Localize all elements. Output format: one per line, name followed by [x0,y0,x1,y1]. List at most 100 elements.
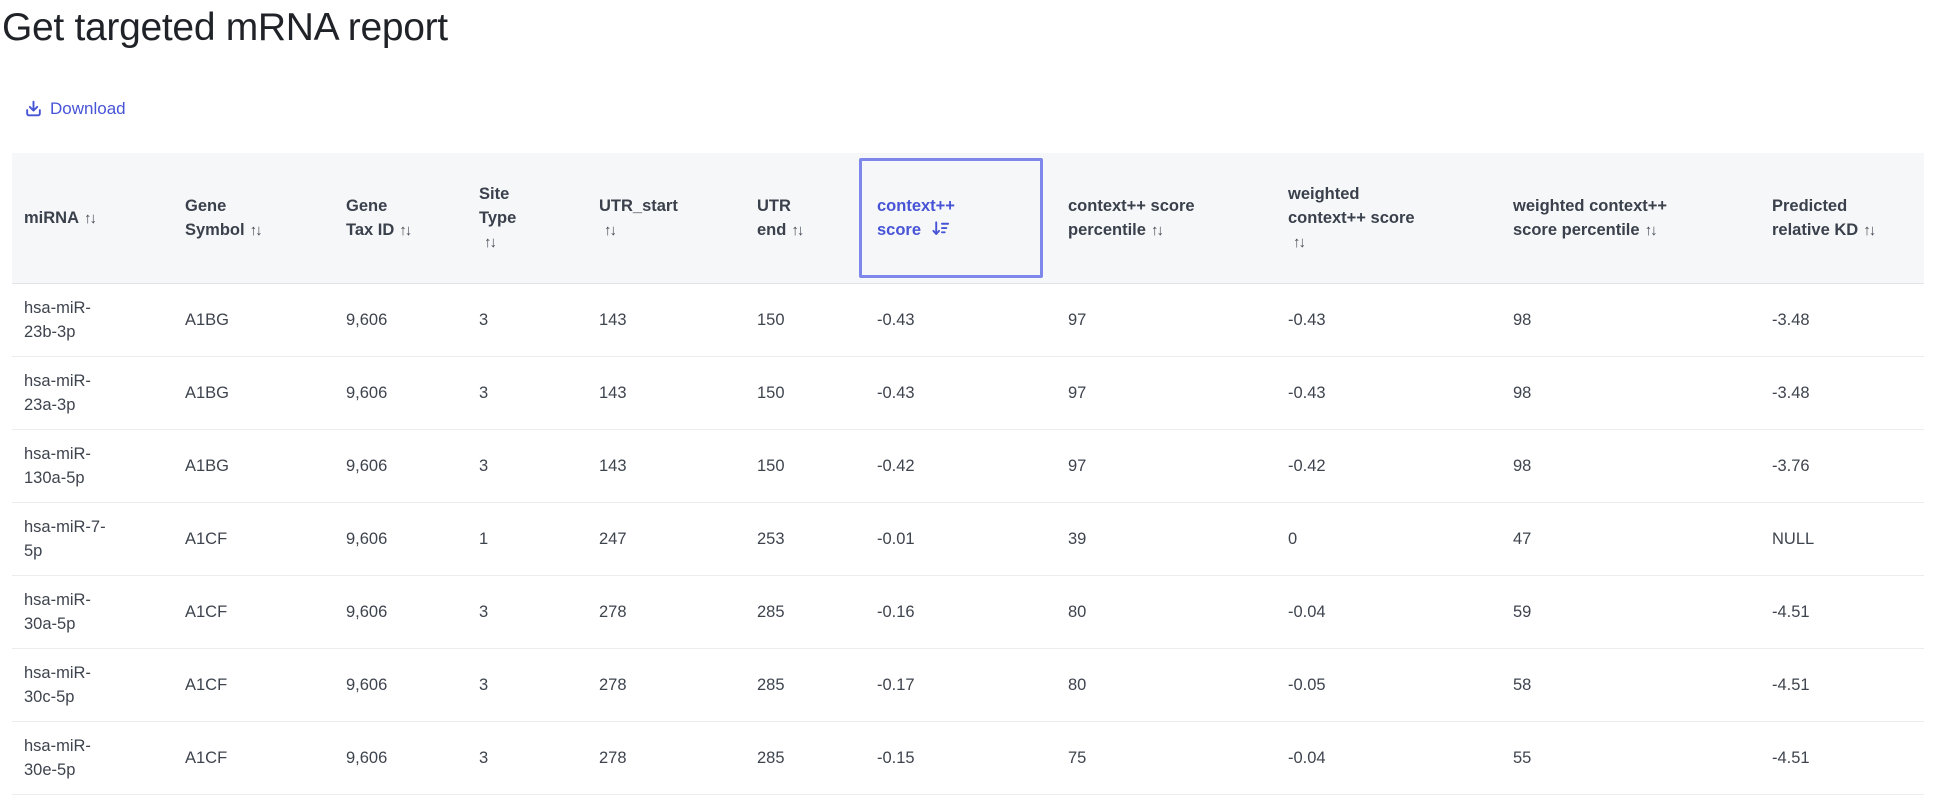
cell-predicted-relative-kd: -4.51 [1752,721,1924,795]
cell-gene-symbol: A1BG [165,356,326,430]
cell-gene-tax-id: 9,606 [326,283,459,357]
table-row: hsa-miR-23b-3p A1BG 9,606 3 143 150 -0.43 97 -0.… [12,283,1924,357]
cell-mirna: hsa-miR-23b-3p [12,283,165,357]
cell-predicted-relative-kd: NULL [1752,502,1924,576]
table-row: hsa-miR-7-5p A1CF 9,606 1 247 253 -0.01 39 0 47 NU… [12,502,1924,576]
cell-context-score-percentile: 39 [1048,502,1268,576]
cell-utr-start: 278 [579,575,737,649]
cell-context-score-percentile: 75 [1048,721,1268,795]
sort-toggle-icon[interactable]: ↑↓ [1863,221,1876,239]
cell-weighted-context-score-percentile: 58 [1493,648,1752,722]
column-header-site-type[interactable]: Site Type ↑↓ [459,153,579,284]
sort-toggle-icon[interactable]: ↑↓ [399,221,412,239]
cell-utr-end: 150 [737,283,857,357]
column-header-context-score[interactable]: context++ score [857,153,1048,284]
column-label-utr-end: UTR end [757,196,791,239]
cell-utr-start: 143 [579,283,737,357]
cell-utr-end: 285 [737,575,857,649]
cell-context-score-percentile: 80 [1048,648,1268,722]
column-label-gene-tax-id: Gene Tax ID [346,196,395,239]
cell-weighted-context-score: -0.43 [1268,356,1493,430]
column-label-context-score: context++ score [877,196,955,239]
cell-utr-end: 285 [737,721,857,795]
cell-mirna: hsa-miR-30a-5p [12,575,165,649]
column-header-utr-end[interactable]: UTR end ↑↓ [737,153,857,284]
cell-utr-start: 143 [579,429,737,503]
cell-mirna: hsa-miR-7-5p [12,502,165,576]
sort-toggle-icon[interactable]: ↑↓ [791,221,804,239]
cell-mirna: hsa-miR-30e-5p [12,721,165,795]
sort-toggle-icon[interactable]: ↑↓ [604,221,617,239]
page-title: Get targeted mRNA report [2,6,448,49]
cell-site-type: 3 [459,721,579,795]
cell-mirna: hsa-miR-30c-5p [12,648,165,722]
column-header-gene-tax-id[interactable]: Gene Tax ID ↑↓ [326,153,459,284]
cell-weighted-context-score-percentile: 98 [1493,356,1752,430]
cell-utr-end: 285 [737,648,857,722]
cell-gene-tax-id: 9,606 [326,575,459,649]
column-header-predicted-relative-kd[interactable]: Predicted relative KD ↑↓ [1752,153,1924,284]
cell-site-type: 3 [459,429,579,503]
column-header-gene-symbol[interactable]: Gene Symbol ↑↓ [165,153,326,284]
column-header-context-score-percentile[interactable]: context++ score percentile ↑↓ [1048,153,1268,284]
table-row: hsa-miR-30c-5p A1CF 9,606 3 278 285 -0.17 80 -0.… [12,648,1924,722]
cell-utr-start: 143 [579,356,737,430]
cell-utr-start: 278 [579,721,737,795]
cell-weighted-context-score: 0 [1268,502,1493,576]
cell-context-score-percentile: 80 [1048,575,1268,649]
cell-gene-symbol: A1CF [165,721,326,795]
cell-weighted-context-score: -0.43 [1268,283,1493,357]
cell-weighted-context-score: -0.05 [1268,648,1493,722]
column-label-weighted-context-score-percentile: weighted context++ score percentile [1513,196,1668,239]
column-label-context-score-percentile: context++ score percentile [1068,196,1195,239]
cell-gene-symbol: A1CF [165,502,326,576]
cell-gene-symbol: A1BG [165,283,326,357]
cell-predicted-relative-kd: -4.51 [1752,648,1924,722]
cell-context-score: -0.01 [857,502,1048,576]
cell-site-type: 3 [459,648,579,722]
cell-weighted-context-score: -0.04 [1268,575,1493,649]
cell-weighted-context-score-percentile: 55 [1493,721,1752,795]
table-row: hsa-miR-30e-5p A1CF 9,606 3 278 285 -0.15 75 -0.… [12,721,1924,795]
cell-predicted-relative-kd: -3.76 [1752,429,1924,503]
column-header-weighted-context-score-percentile[interactable]: weighted context++ score percentile ↑↓ [1493,153,1752,284]
sort-toggle-icon[interactable]: ↑↓ [84,209,97,227]
column-header-weighted-context-score[interactable]: weighted context++ score ↑↓ [1268,153,1493,284]
cell-mirna: hsa-miR-23a-3p [12,356,165,430]
cell-gene-symbol: A1CF [165,575,326,649]
sort-toggle-icon[interactable]: ↑↓ [1150,221,1164,239]
header-row: miRNA ↑↓ Gene Symbol ↑↓ Gene Tax ID ↑↓ Site Ty… [12,153,1924,284]
cell-site-type: 1 [459,502,579,576]
download-label: Download [50,98,126,118]
table-row: hsa-miR-30a-5p A1CF 9,606 3 278 285 -0.16 80 -0.… [12,575,1924,649]
column-header-utr-start[interactable]: UTR_start ↑↓ [579,153,737,284]
table-body: hsa-miR-23b-3p A1BG 9,606 3 143 150 -0.43 97 -0.… [12,283,1924,795]
cell-site-type: 3 [459,575,579,649]
column-label-utr-start: UTR_start [599,196,678,215]
cell-context-score-percentile: 97 [1048,283,1268,357]
sort-toggle-icon[interactable]: ↑↓ [1644,221,1658,239]
column-label-predicted-relative-kd: Predicted relative KD [1772,196,1859,239]
cell-gene-symbol: A1BG [165,429,326,503]
sort-descending-icon[interactable] [927,220,952,239]
table-row: hsa-miR-23a-3p A1BG 9,606 3 143 150 -0.43 97 -0.… [12,356,1924,430]
cell-weighted-context-score: -0.04 [1268,721,1493,795]
column-header-mirna[interactable]: miRNA ↑↓ [12,153,165,284]
sort-toggle-icon[interactable]: ↑↓ [1293,233,1306,251]
cell-utr-end: 150 [737,356,857,430]
cell-utr-start: 247 [579,502,737,576]
report-table-container: miRNA ↑↓ Gene Symbol ↑↓ Gene Tax ID ↑↓ Site Ty… [12,153,1924,795]
download-button[interactable]: Download [24,99,126,119]
sort-toggle-icon[interactable]: ↑↓ [484,233,497,251]
cell-context-score: -0.15 [857,721,1048,795]
cell-context-score: -0.42 [857,429,1048,503]
cell-predicted-relative-kd: -3.48 [1752,283,1924,357]
cell-site-type: 3 [459,283,579,357]
cell-gene-tax-id: 9,606 [326,648,459,722]
cell-utr-end: 150 [737,429,857,503]
cell-mirna: hsa-miR-130a-5p [12,429,165,503]
cell-context-score: -0.16 [857,575,1048,649]
sort-toggle-icon[interactable]: ↑↓ [249,221,263,239]
cell-weighted-context-score: -0.42 [1268,429,1493,503]
report-table: miRNA ↑↓ Gene Symbol ↑↓ Gene Tax ID ↑↓ Site Ty… [12,153,1924,795]
